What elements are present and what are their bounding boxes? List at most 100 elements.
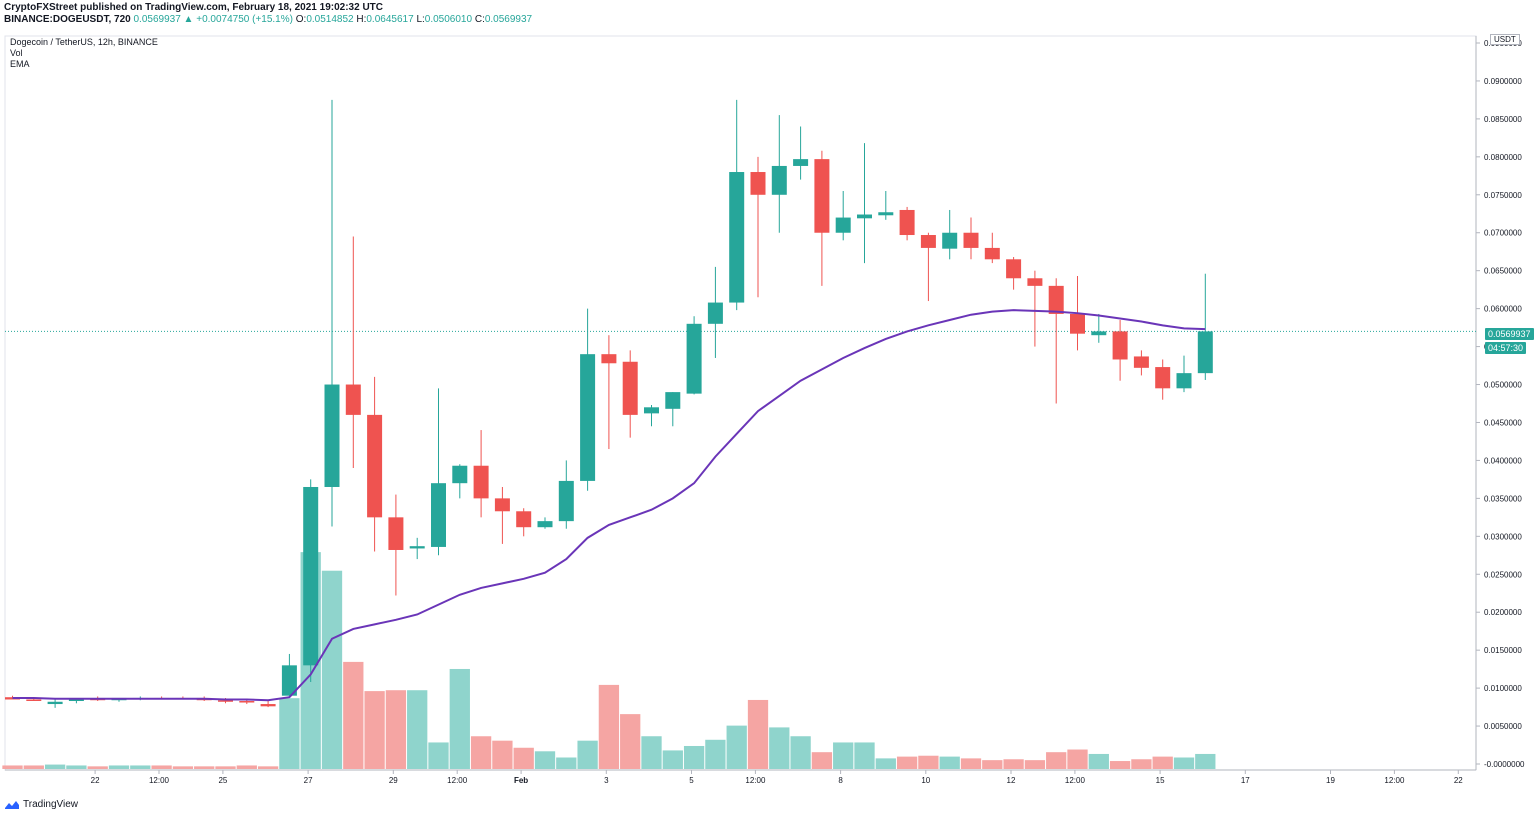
volume-bar: [66, 765, 87, 769]
publisher-line: CryptoFXStreet published on TradingView.…: [4, 2, 383, 13]
y-tick-label: 0.0600000: [1484, 305, 1522, 314]
open-label: O:: [295, 14, 307, 25]
y-tick-label: 0.0650000: [1484, 267, 1522, 276]
volume-bar: [449, 668, 470, 769]
symbol-text: BINANCE:DOGEUSDT, 720: [4, 14, 131, 25]
volume-bar: [1003, 759, 1024, 769]
volume-bar: [982, 760, 1003, 769]
volume-bar: [875, 758, 896, 769]
plot-frame: [4, 35, 1477, 771]
x-tick-label: 12:00: [1065, 776, 1086, 785]
y-tick-label: 0.0350000: [1484, 494, 1522, 503]
symbol-line: BINANCE:DOGEUSDT, 720 0.0569937 ▲ +0.007…: [4, 14, 532, 25]
volume-bar: [556, 757, 577, 769]
candle-body: [452, 465, 468, 484]
volume-bar: [257, 766, 279, 769]
volume-bar: [108, 765, 130, 769]
volume-bar: [1024, 760, 1046, 769]
candle-body: [47, 701, 63, 705]
volume-bar: [428, 742, 449, 769]
volume-bar: [87, 766, 108, 769]
y-tick-label: 0.0250000: [1484, 570, 1522, 579]
volume-bar: [1109, 761, 1131, 769]
volume-bar: [790, 736, 811, 769]
candle-body: [281, 665, 297, 696]
x-tick-label: 12:00: [745, 776, 766, 785]
volume-bar: [385, 690, 407, 769]
legend-vol[interactable]: Vol: [10, 48, 23, 58]
candle-body: [771, 165, 787, 195]
y-tick-label: 0.0400000: [1484, 456, 1522, 465]
candle-body: [1112, 331, 1128, 360]
last-price: 0.0569937: [133, 14, 181, 25]
candle-body: [814, 159, 830, 233]
x-tick-label: 5: [689, 776, 694, 785]
x-tick-label: 29: [389, 776, 398, 785]
legend-ema[interactable]: EMA: [10, 59, 30, 69]
volume-bar: [1131, 759, 1152, 769]
tradingview-logo-icon: [5, 800, 19, 809]
volume-bar: [960, 758, 982, 769]
candle-body: [26, 699, 42, 701]
x-tick-label: 12:00: [149, 776, 170, 785]
volume-bar: [534, 751, 556, 769]
candle-body: [729, 172, 745, 303]
candle-body: [644, 407, 659, 414]
y-tick-label: 0.0300000: [1484, 532, 1522, 541]
y-tick-label: -0.0000000: [1484, 760, 1525, 769]
volume-bar: [1173, 757, 1195, 769]
candle-body: [473, 465, 489, 499]
y-tick-label: 0.0100000: [1484, 684, 1522, 693]
volume-bar: [236, 765, 257, 769]
volume-bar: [321, 570, 343, 769]
y-tick-label: 0.0750000: [1484, 191, 1522, 200]
x-tick-label: 8: [838, 776, 843, 785]
volume-bar: [1067, 749, 1088, 769]
candle-body: [558, 480, 574, 522]
candle-body: [1091, 331, 1107, 336]
x-tick-label: 19: [1326, 776, 1335, 785]
candle-body: [793, 159, 809, 166]
volume-bar: [151, 765, 172, 769]
x-tick-label: 17: [1241, 776, 1250, 785]
currency-label[interactable]: USDT: [1490, 34, 1520, 45]
volume-bar: [407, 690, 428, 769]
candle-body: [1176, 373, 1192, 389]
volume-bar: [811, 752, 833, 769]
footer[interactable]: TradingView: [4, 799, 78, 810]
x-tick-label: 27: [304, 776, 313, 785]
current-price-tag: 0.0569937: [1485, 328, 1534, 340]
volume-bar: [641, 736, 662, 769]
candle-body: [324, 384, 340, 487]
close-value: 0.0569937: [484, 14, 533, 25]
volume-bar: [769, 727, 790, 769]
y-tick-label: 0.0700000: [1484, 229, 1522, 238]
candle-body: [303, 486, 319, 666]
candle-body: [367, 414, 383, 518]
candle-body: [494, 498, 510, 512]
volume-bar: [1046, 752, 1067, 769]
candle-body: [984, 247, 1000, 260]
legend-title[interactable]: Dogecoin / TetherUS, 12h, BINANCE: [10, 37, 158, 47]
volume-bar: [747, 699, 769, 769]
brand-text: TradingView: [23, 799, 79, 810]
volume-bar: [215, 766, 236, 769]
candle-body: [835, 217, 851, 233]
ema-line: [12, 309, 1206, 702]
candle-body: [1027, 278, 1043, 286]
candle-body: [1070, 313, 1085, 334]
candle-body: [1197, 331, 1213, 374]
candle-body: [750, 172, 766, 195]
y-tick-label: 0.0500000: [1484, 381, 1522, 390]
x-tick-label: 22: [91, 776, 100, 785]
publisher-text: CryptoFXStreet published on TradingView.…: [4, 2, 383, 13]
candle-body: [899, 209, 915, 236]
candle-body: [345, 384, 361, 415]
volume-bar: [620, 714, 641, 769]
candle-body: [878, 212, 894, 216]
low-label: L:: [416, 14, 425, 25]
volume-bar: [918, 755, 939, 769]
x-tick-label: 22: [1454, 776, 1463, 785]
